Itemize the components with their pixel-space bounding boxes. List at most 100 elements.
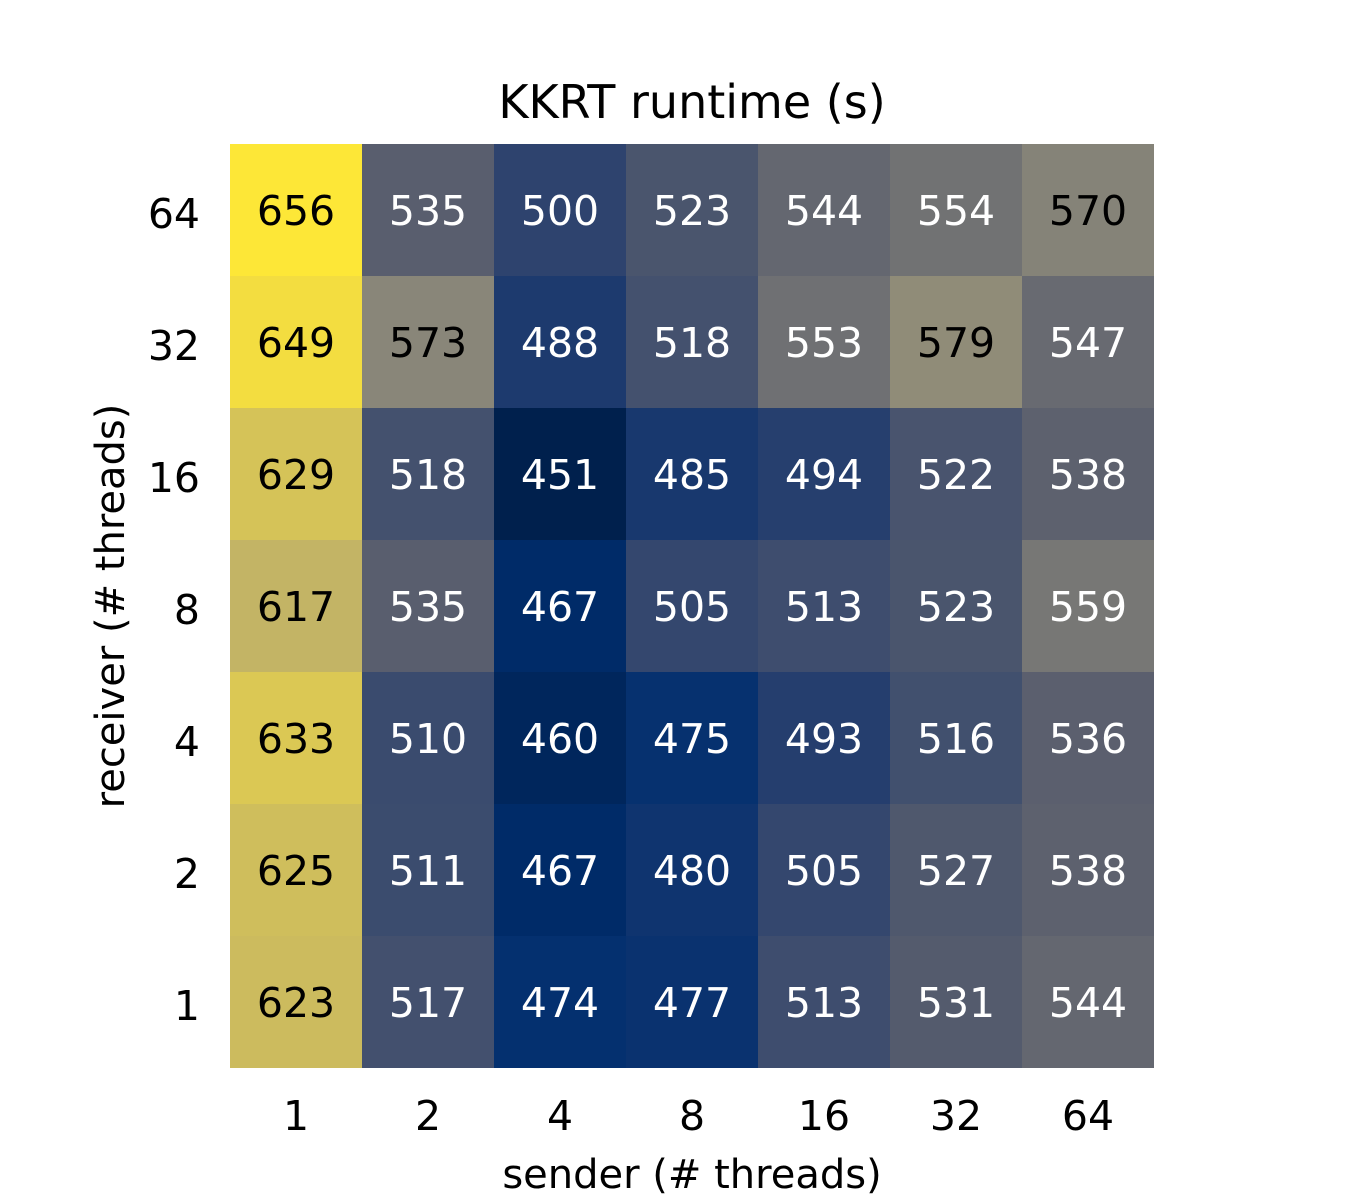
cell-value-label: 451 — [521, 451, 599, 499]
heatmap-cell — [230, 144, 362, 276]
heatmap-cell — [890, 408, 1022, 540]
cell-value-label: 527 — [917, 847, 995, 895]
heatmap-cell — [758, 276, 890, 408]
heatmap-cell — [230, 408, 362, 540]
heatmap-cell — [890, 276, 1022, 408]
heatmap-cell — [362, 144, 494, 276]
heatmap-cell — [626, 408, 758, 540]
cell-value-label: 477 — [653, 979, 731, 1027]
heatmap-cell — [626, 276, 758, 408]
cell-value-label: 523 — [653, 187, 731, 235]
heatmap-cell — [626, 144, 758, 276]
x-tick-label: 8 — [679, 1092, 705, 1140]
cell-value-label: 494 — [785, 451, 863, 499]
heatmap-cell — [626, 672, 758, 804]
cell-value-label: 617 — [257, 583, 335, 631]
heatmap-cell — [494, 672, 626, 804]
cell-value-label: 485 — [653, 451, 731, 499]
x-tick-label: 4 — [547, 1092, 573, 1140]
y-tick-label: 8 — [174, 586, 200, 634]
heatmap-cell — [494, 276, 626, 408]
y-axis-label: receiver (# threads) — [88, 404, 134, 809]
heatmap-cell — [1022, 804, 1154, 936]
cell-value-label: 488 — [521, 319, 599, 367]
heatmap-cell — [758, 672, 890, 804]
cell-value-label: 538 — [1049, 847, 1127, 895]
heatmap-cell — [890, 804, 1022, 936]
cell-value-label: 544 — [1049, 979, 1127, 1027]
heatmap-cell — [1022, 408, 1154, 540]
cell-value-label: 474 — [521, 979, 599, 1027]
cell-value-label: 535 — [389, 583, 467, 631]
chart-title: KKRT runtime (s) — [498, 75, 885, 129]
heatmap-cell — [890, 672, 1022, 804]
heatmap-cell — [1022, 672, 1154, 804]
cell-value-label: 480 — [653, 847, 731, 895]
y-tick-label: 32 — [148, 322, 200, 370]
cell-value-label: 633 — [257, 715, 335, 763]
cell-value-label: 535 — [389, 187, 467, 235]
x-axis-label: sender (# threads) — [502, 1152, 881, 1198]
y-tick-label: 16 — [148, 454, 200, 502]
y-tick-label: 2 — [174, 850, 200, 898]
x-tick-label: 64 — [1062, 1092, 1114, 1140]
heatmap-cell — [230, 804, 362, 936]
cell-value-label: 505 — [785, 847, 863, 895]
heatmap-cell — [890, 936, 1022, 1068]
heatmap-cell — [626, 936, 758, 1068]
heatmap-cell — [362, 804, 494, 936]
heatmap-cell — [362, 672, 494, 804]
cell-value-label: 536 — [1049, 715, 1127, 763]
y-tick-label: 4 — [174, 718, 200, 766]
heatmap-cell — [1022, 144, 1154, 276]
heatmap-cell — [494, 936, 626, 1068]
cell-value-label: 467 — [521, 583, 599, 631]
cell-value-label: 518 — [653, 319, 731, 367]
heatmap-cell — [1022, 540, 1154, 672]
heatmap-cell — [230, 936, 362, 1068]
y-tick-label: 1 — [174, 982, 200, 1030]
heatmap-cell — [890, 540, 1022, 672]
cell-value-label: 510 — [389, 715, 467, 763]
y-tick-label: 64 — [148, 190, 200, 238]
heatmap-cell — [890, 144, 1022, 276]
cell-value-label: 559 — [1049, 583, 1127, 631]
y-tick-labels: 64 32 16 8 4 2 1 — [148, 190, 200, 1030]
heatmap-cell — [230, 540, 362, 672]
cell-value-label: 513 — [785, 979, 863, 1027]
cell-value-label: 570 — [1049, 187, 1127, 235]
heatmap-cell — [494, 804, 626, 936]
cell-value-label: 518 — [389, 451, 467, 499]
cell-value-label: 517 — [389, 979, 467, 1027]
heatmap-cell — [494, 408, 626, 540]
cell-value-label: 553 — [785, 319, 863, 367]
cell-value-label: 547 — [1049, 319, 1127, 367]
cell-value-label: 538 — [1049, 451, 1127, 499]
heatmap-cell — [758, 804, 890, 936]
heatmap-cell — [230, 672, 362, 804]
heatmap-cell — [1022, 936, 1154, 1068]
heatmap-cell — [494, 144, 626, 276]
cell-value-label: 522 — [917, 451, 995, 499]
cell-value-label: 467 — [521, 847, 599, 895]
x-tick-label: 2 — [415, 1092, 441, 1140]
heatmap-cell — [626, 540, 758, 672]
heatmap-cell — [626, 804, 758, 936]
cell-value-label: 523 — [917, 583, 995, 631]
cell-value-label: 513 — [785, 583, 863, 631]
cell-value-label: 511 — [389, 847, 467, 895]
heatmap-cell — [758, 936, 890, 1068]
cell-value-label: 656 — [257, 187, 335, 235]
heatmap-cell — [230, 276, 362, 408]
cell-value-label: 629 — [257, 451, 335, 499]
cell-value-label: 573 — [389, 319, 467, 367]
cell-value-label: 625 — [257, 847, 335, 895]
x-tick-label: 32 — [930, 1092, 982, 1140]
heatmap-cells: 656 535 500 523 544 554 570 649 573 488 518 553 579 5… — [230, 144, 1154, 1068]
cell-value-label: 649 — [257, 319, 335, 367]
x-tick-labels: 1 2 4 8 16 32 64 — [283, 1092, 1114, 1140]
heatmap-cell — [758, 540, 890, 672]
cell-value-label: 475 — [653, 715, 731, 763]
x-tick-label: 1 — [283, 1092, 309, 1140]
